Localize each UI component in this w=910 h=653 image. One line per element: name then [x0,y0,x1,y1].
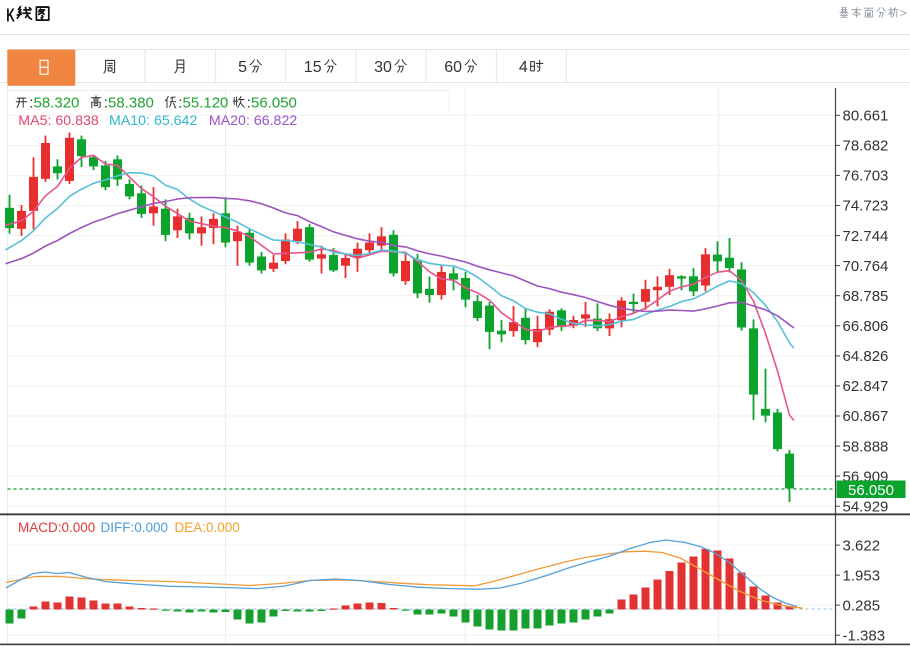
svg-text:5: 5 [238,59,247,76]
svg-text:>: > [900,6,907,20]
svg-text:70.764: 70.764 [843,258,889,275]
svg-text:64.826: 64.826 [843,348,889,365]
svg-text:MA20: 66.822: MA20: 66.822 [209,113,297,129]
svg-text:78.682: 78.682 [843,138,889,155]
svg-text:K: K [6,5,15,26]
svg-text:58.888: 58.888 [843,438,889,455]
svg-text:30: 30 [374,59,392,76]
svg-text:66.806: 66.806 [843,318,889,335]
svg-text:72.744: 72.744 [843,228,889,245]
svg-text:3.622: 3.622 [843,537,881,554]
svg-text::: : [104,95,108,112]
svg-text:4: 4 [519,59,528,76]
svg-text:60.867: 60.867 [843,408,889,425]
svg-text:62.847: 62.847 [843,378,889,395]
svg-text:80.661: 80.661 [843,108,889,125]
svg-text::: : [247,95,251,112]
svg-text:15: 15 [304,59,322,76]
svg-text::: : [29,95,33,112]
svg-text:74.723: 74.723 [843,198,889,215]
svg-text:DEA:0.000: DEA:0.000 [175,520,240,535]
svg-text:76.703: 76.703 [843,168,889,185]
svg-text:55.120: 55.120 [183,95,229,112]
svg-text:-1.383: -1.383 [843,627,886,644]
svg-text:0.285: 0.285 [843,597,881,614]
svg-text::: : [178,95,182,112]
svg-text:MA10: 65.642: MA10: 65.642 [109,113,197,129]
svg-text:MACD:0.000: MACD:0.000 [18,520,95,535]
svg-text:56.050: 56.050 [251,95,297,112]
svg-text:68.785: 68.785 [843,288,889,305]
svg-text:56.050: 56.050 [848,482,894,499]
svg-text:DIFF:0.000: DIFF:0.000 [101,520,169,535]
svg-text:MA5: 60.838: MA5: 60.838 [18,113,99,129]
svg-text:58.380: 58.380 [108,95,154,112]
svg-text:54.929: 54.929 [843,498,889,515]
svg-text:60: 60 [444,59,462,76]
svg-text:58.320: 58.320 [34,95,80,112]
svg-text:1.953: 1.953 [843,567,881,584]
